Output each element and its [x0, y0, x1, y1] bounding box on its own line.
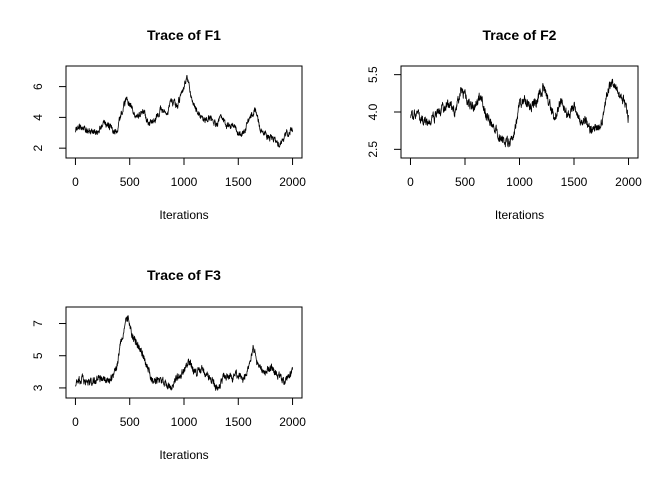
- x-tick-label: 2000: [279, 175, 306, 189]
- trace-line-f1: [75, 75, 293, 148]
- x-tick-label: 500: [120, 415, 140, 429]
- x-tick-label: 0: [407, 175, 414, 189]
- x-tick-label: 1500: [561, 175, 588, 189]
- x-tick-label: 1000: [171, 415, 198, 429]
- x-tick-label: 0: [72, 415, 79, 429]
- y-tick-label: 4: [31, 114, 45, 121]
- x-tick-label: 2000: [279, 415, 306, 429]
- trace-panel-f1: Trace of F1 0 500 1000 1500 2000 2 4 6 Iterations: [31, 27, 306, 222]
- x-tick-label: 2000: [615, 175, 642, 189]
- y-tick-label: 4.0: [366, 103, 380, 120]
- plot-frame: [65, 65, 303, 159]
- x-axis-label: Iterations: [159, 448, 208, 462]
- x-axis-label: Iterations: [495, 208, 544, 222]
- x-tick-label: 1000: [506, 175, 533, 189]
- x-tick-label: 500: [455, 175, 475, 189]
- x-tick-label: 1500: [225, 175, 252, 189]
- y-tick-label: 6: [31, 83, 45, 90]
- trace-line-f3: [75, 315, 293, 391]
- chart-title: Trace of F2: [483, 27, 557, 43]
- plot-frame: [65, 306, 303, 399]
- y-tick-label: 2.5: [366, 141, 380, 158]
- x-tick-label: 0: [72, 175, 79, 189]
- trace-line-f2: [410, 78, 629, 148]
- x-tick-label: 500: [120, 175, 140, 189]
- y-tick-label: 7: [31, 320, 45, 327]
- y-tick-label: 2: [31, 145, 45, 152]
- x-axis-label: Iterations: [159, 208, 208, 222]
- trace-panel-f2: Trace of F2 0 500 1000 1500 2000 2.5 4.0 5.5 Iter…: [366, 27, 642, 222]
- chart-title: Trace of F3: [147, 267, 221, 283]
- x-tick-label: 1500: [225, 415, 252, 429]
- trace-panel-f3: Trace of F3 0 500 1000 1500 2000 3 5 7 Iterations: [31, 267, 306, 462]
- y-tick-label: 5: [31, 352, 45, 359]
- y-tick-label: 5.5: [366, 66, 380, 83]
- chart-title: Trace of F1: [147, 27, 221, 43]
- y-tick-label: 3: [31, 384, 45, 391]
- x-tick-label: 1000: [171, 175, 198, 189]
